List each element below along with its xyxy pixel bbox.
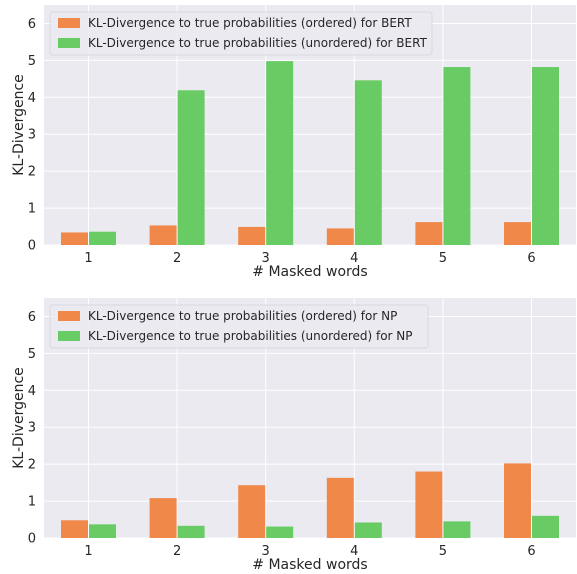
- y-tick-label: 3: [28, 421, 36, 436]
- x-tick-label: 5: [439, 251, 447, 266]
- legend: KL-Divergence to true probabilities (ord…: [49, 304, 429, 349]
- legend-box: [49, 304, 429, 349]
- bar-ordered: [415, 222, 443, 245]
- y-tick-label: 3: [28, 128, 36, 143]
- x-tick-label: 3: [262, 251, 270, 266]
- bar-ordered: [504, 222, 531, 245]
- bar-ordered: [61, 232, 88, 245]
- y-tick-label: 1: [28, 495, 36, 510]
- bar-ordered: [61, 520, 88, 538]
- legend: KL-Divergence to true probabilities (ord…: [49, 11, 433, 56]
- bar-unordered: [354, 80, 382, 245]
- y-tick-label: 2: [28, 458, 36, 473]
- legend-box: [49, 11, 433, 56]
- x-tick-label: 2: [173, 544, 181, 559]
- y-tick-label: 4: [28, 384, 36, 399]
- x-axis-label: # Masked words: [252, 557, 367, 573]
- y-tick-label: 5: [28, 347, 36, 362]
- chart-panel-2: 0 1 2 3 4 5 6 1 2 3 4 5 6 # Masked words KL-Divergence…: [11, 298, 576, 573]
- x-tick-label: 2: [173, 251, 181, 266]
- x-tick-label: 6: [527, 251, 535, 266]
- legend-swatch-unordered: [58, 38, 80, 48]
- bar-unordered: [532, 67, 559, 246]
- y-tick-label: 0: [28, 532, 36, 547]
- bar-unordered: [89, 524, 116, 538]
- legend-label: KL-Divergence to true probabilities (ord…: [88, 16, 412, 30]
- y-axis-label: KL-Divergence: [11, 74, 27, 176]
- y-axis-label: KL-Divergence: [11, 367, 27, 469]
- bar-unordered: [443, 521, 471, 538]
- chart-panel-1: 0 1 2 3 4 5 6 1 2 3 4 5 6 # Masked words KL-Divergence…: [11, 5, 576, 280]
- bar-ordered: [326, 477, 354, 538]
- x-tick-label: 4: [350, 544, 358, 559]
- y-tick-label: 1: [28, 202, 36, 217]
- bar-ordered: [238, 485, 266, 538]
- legend-label: KL-Divergence to true probabilities (uno…: [88, 36, 428, 50]
- bar-unordered: [532, 515, 559, 538]
- x-tick-label: 1: [84, 251, 92, 266]
- x-tick-label: 4: [350, 251, 358, 266]
- bar-unordered: [177, 90, 205, 246]
- bar-ordered: [415, 471, 443, 538]
- bar-unordered: [266, 526, 294, 538]
- x-tick-label: 6: [527, 544, 535, 559]
- bar-ordered: [504, 463, 531, 538]
- y-tick-label: 5: [28, 54, 36, 69]
- bar-ordered: [238, 226, 266, 245]
- bar-unordered: [443, 67, 471, 246]
- y-tick-label: 6: [28, 310, 36, 325]
- bar-ordered: [149, 225, 177, 245]
- bar-ordered: [149, 498, 177, 538]
- bar-unordered: [354, 522, 382, 538]
- y-tick-label: 2: [28, 165, 36, 180]
- legend-swatch-unordered: [58, 331, 80, 341]
- x-tick-label: 5: [439, 544, 447, 559]
- x-axis-label: # Masked words: [252, 264, 367, 280]
- bar-unordered: [89, 231, 116, 245]
- legend-swatch-ordered: [58, 311, 80, 321]
- y-tick-label: 4: [28, 91, 36, 106]
- x-tick-label: 3: [262, 544, 270, 559]
- legend-swatch-ordered: [58, 18, 80, 28]
- bar-unordered: [177, 525, 205, 538]
- legend-label: KL-Divergence to true probabilities (ord…: [88, 309, 397, 323]
- y-tick-label: 0: [28, 239, 36, 254]
- legend-label: KL-Divergence to true probabilities (uno…: [88, 329, 413, 343]
- bar-ordered: [326, 228, 354, 245]
- bar-unordered: [266, 61, 294, 245]
- y-tick-label: 6: [28, 17, 36, 32]
- x-tick-label: 1: [84, 544, 92, 559]
